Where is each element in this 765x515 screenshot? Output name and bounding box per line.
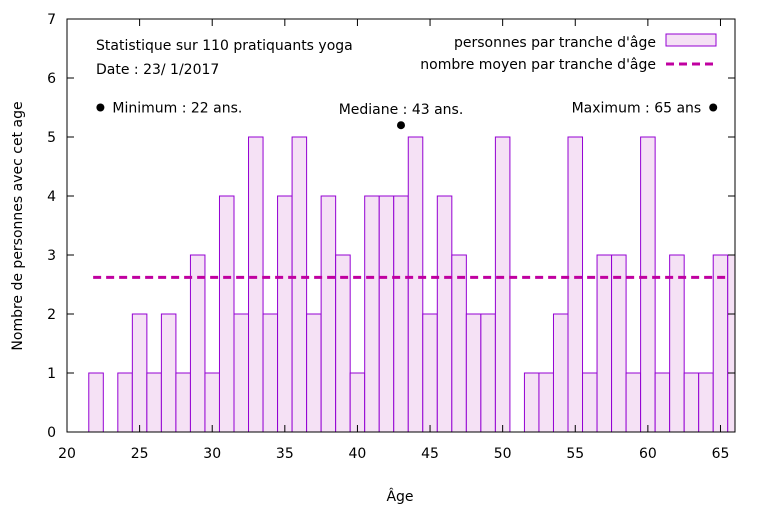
bar-age-26 xyxy=(146,372,162,433)
bar-age-56 xyxy=(582,372,598,433)
y-tick-label-7: 7 xyxy=(47,12,56,28)
bar-age-27 xyxy=(160,313,177,433)
x-tick-label-60: 60 xyxy=(639,446,657,462)
bar-age-61 xyxy=(654,372,671,433)
median-label: Mediane : 43 ans. xyxy=(339,102,464,118)
bar-age-38 xyxy=(320,195,337,433)
bar-age-35 xyxy=(277,195,293,433)
bar-age-40 xyxy=(349,372,366,433)
maximum-marker xyxy=(709,103,718,112)
x-tick-label-45: 45 xyxy=(421,446,439,462)
annotations-group: Minimum : 22 ans. Mediane : 43 ans. Maxi… xyxy=(96,101,718,130)
y-tick-label-6: 6 xyxy=(47,71,56,87)
x-tick-label-50: 50 xyxy=(494,446,512,462)
bar-age-64 xyxy=(698,372,714,433)
bar-age-22 xyxy=(88,372,104,433)
y-tick-label-3: 3 xyxy=(47,248,56,264)
x-axis-label: Âge xyxy=(386,487,413,505)
bar-age-39 xyxy=(335,254,351,433)
x-tick-label-35: 35 xyxy=(276,446,294,462)
y-tick-label-1: 1 xyxy=(47,366,56,382)
plot-frame xyxy=(66,18,736,433)
legend-swatch-bars xyxy=(665,33,717,47)
y-tick-label-0: 0 xyxy=(47,425,56,441)
bar-age-34 xyxy=(262,313,279,433)
y-tick-label-5: 5 xyxy=(47,130,56,146)
legend: personnes par tranche d'âge nombre moyen… xyxy=(420,33,717,73)
bar-age-55 xyxy=(567,136,584,433)
bar-age-52 xyxy=(523,372,540,433)
bar-age-54 xyxy=(552,313,569,433)
bar-age-32 xyxy=(233,313,250,433)
y-tick-label-4: 4 xyxy=(47,189,56,205)
x-tick-label-30: 30 xyxy=(203,446,221,462)
bar-age-59 xyxy=(625,372,642,433)
bar-age-60 xyxy=(640,136,656,433)
x-tick-label-40: 40 xyxy=(349,446,367,462)
bar-age-57 xyxy=(596,254,613,433)
bar-age-45 xyxy=(422,313,438,433)
minimum-label: Minimum : 22 ans. xyxy=(112,101,242,117)
bar-age-62 xyxy=(669,254,685,433)
bar-age-65 xyxy=(712,254,729,433)
bar-age-36 xyxy=(291,136,308,433)
legend-label-mean: nombre moyen par tranche d'âge xyxy=(420,57,656,73)
x-tick-label-65: 65 xyxy=(712,446,730,462)
bar-age-66 xyxy=(727,254,736,433)
bar-age-29 xyxy=(189,254,206,433)
bar-age-43 xyxy=(393,195,409,433)
bar-age-58 xyxy=(611,254,627,433)
bar-age-63 xyxy=(683,372,700,433)
bar-age-48 xyxy=(465,313,482,433)
bars-group xyxy=(88,136,736,433)
bar-age-44 xyxy=(407,136,424,433)
bar-age-50 xyxy=(494,136,511,433)
y-tick-label-2: 2 xyxy=(47,307,56,323)
median-marker xyxy=(397,121,405,130)
bar-age-46 xyxy=(436,195,453,433)
bar-age-28 xyxy=(175,372,191,433)
bar-age-53 xyxy=(538,372,554,433)
maximum-label: Maximum : 65 ans xyxy=(572,101,702,117)
bar-age-42 xyxy=(378,195,395,433)
bar-age-41 xyxy=(364,195,380,433)
bar-age-24 xyxy=(117,372,133,433)
bar-age-49 xyxy=(480,313,496,433)
x-tick-label-20: 20 xyxy=(58,446,76,462)
bar-age-37 xyxy=(306,313,322,433)
y-axis-label: Nombre de personnes avec cet age xyxy=(10,101,26,350)
legend-label-bars: personnes par tranche d'âge xyxy=(454,35,656,51)
bar-age-31 xyxy=(218,195,235,433)
bar-age-33 xyxy=(248,136,264,433)
minimum-marker xyxy=(96,103,105,112)
x-tick-label-55: 55 xyxy=(566,446,584,462)
bar-age-30 xyxy=(204,372,220,433)
bar-age-47 xyxy=(451,254,467,433)
bar-age-25 xyxy=(131,313,148,433)
stats-line2: Date : 23/ 1/2017 xyxy=(96,62,219,78)
stats-line1: Statistique sur 110 pratiquants yoga xyxy=(96,38,353,54)
x-tick-label-25: 25 xyxy=(131,446,149,462)
